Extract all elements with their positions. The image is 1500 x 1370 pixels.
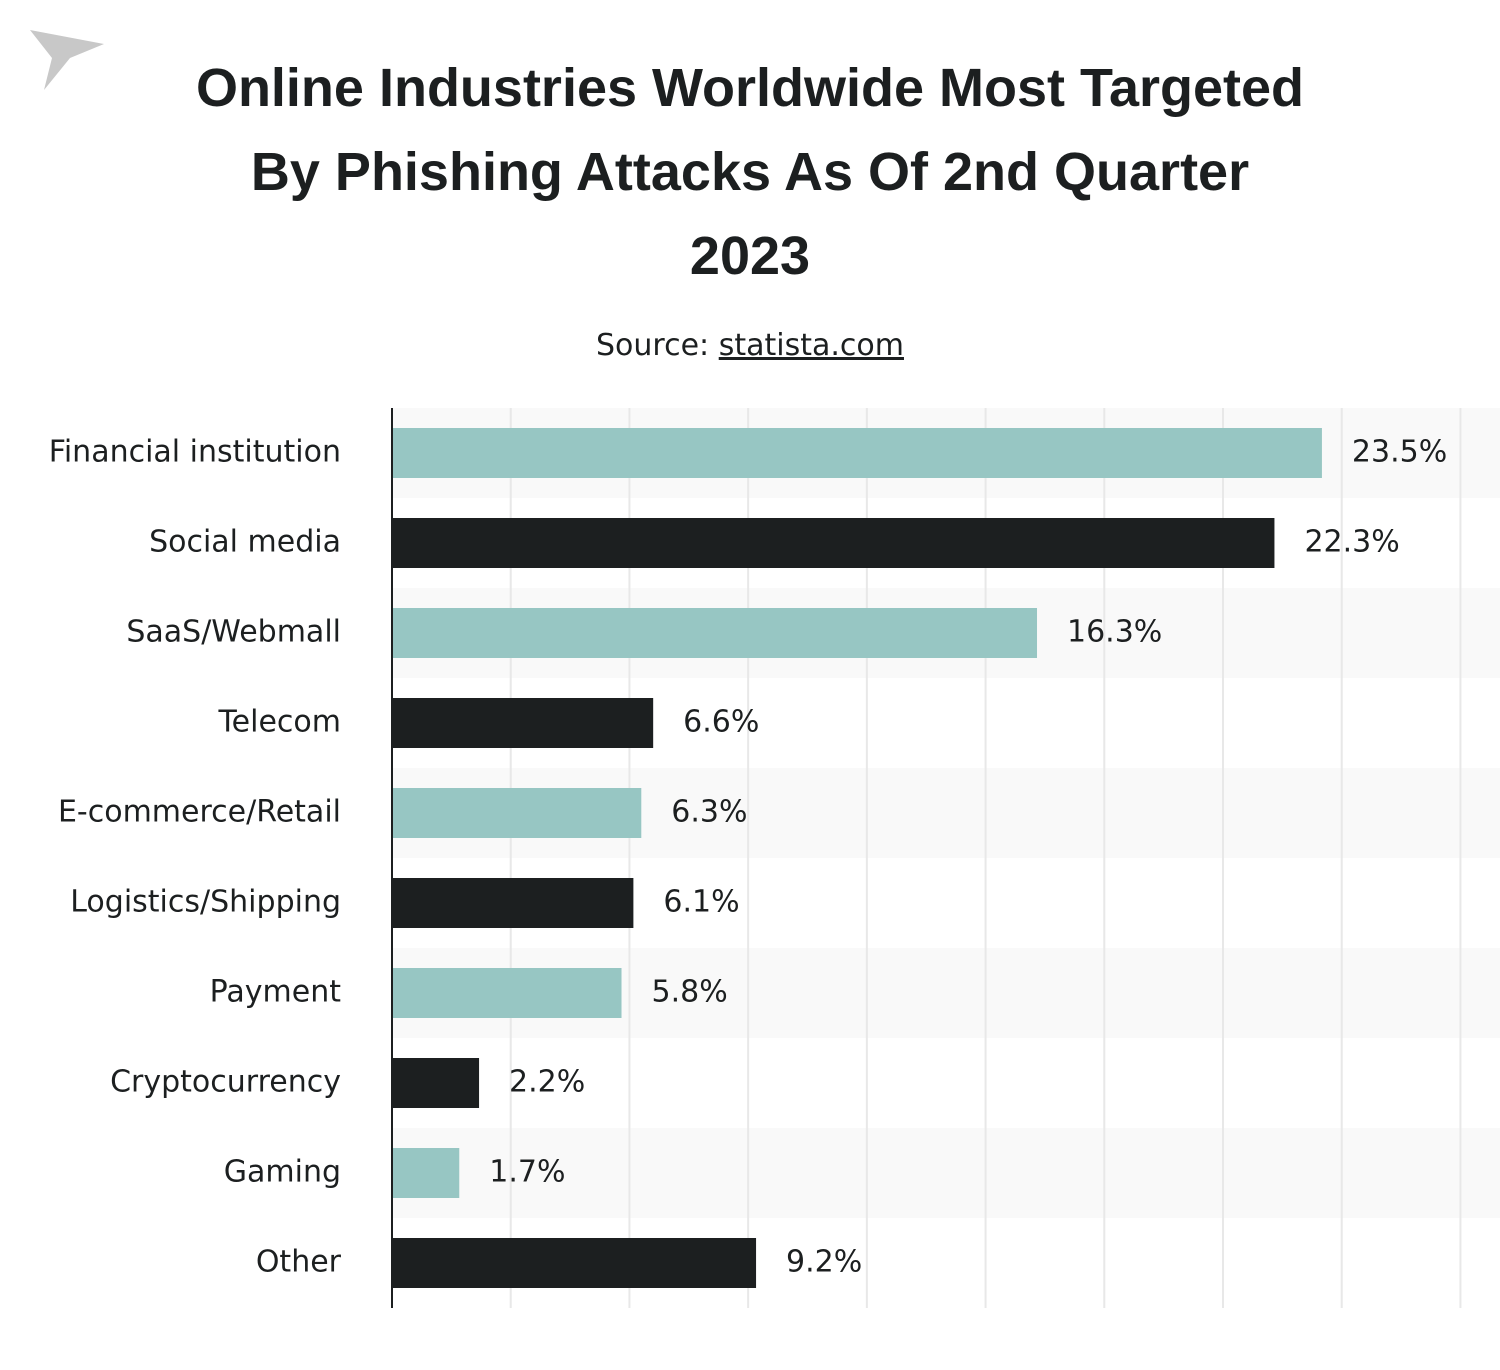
logo [30,30,104,90]
y-tick-label: Gaming [224,1155,341,1190]
y-tick-label: Logistics/Shipping [70,885,341,920]
bar [392,428,1322,478]
value-label: 5.8% [652,975,728,1010]
value-label: 6.3% [671,795,747,830]
value-label: 2.2% [509,1065,585,1100]
value-label: 22.3% [1304,525,1399,560]
bar [392,698,654,748]
bar [392,608,1038,658]
value-label: 16.3% [1067,615,1162,650]
value-label: 1.7% [489,1155,565,1190]
value-label: 23.5% [1352,435,1447,470]
value-label: 6.1% [663,885,739,920]
y-tick-label: SaaS/Webmall [126,615,341,650]
y-tick-label: Other [256,1245,342,1280]
row-band [392,1128,1500,1218]
bar [392,518,1275,568]
y-tick-label: Telecom [217,705,341,740]
value-label: 9.2% [786,1245,862,1280]
y-tick-label: E-commerce/Retail [58,795,341,830]
bar [392,1148,460,1198]
source: Source: statista.com [596,328,904,363]
bar [392,1058,480,1108]
bar [392,1238,757,1288]
y-tick-label: Financial institution [49,435,341,470]
bar [392,878,634,928]
y-tick-label: Cryptocurrency [110,1065,341,1100]
value-label: 6.6% [683,705,759,740]
y-tick-label: Social media [149,525,341,560]
chart-title: Online Industries Worldwide Most Targete… [196,58,1304,286]
bar [392,968,622,1018]
source-label: Source: [596,328,709,363]
source-link[interactable]: statista.com [719,328,904,363]
bar [392,788,642,838]
y-tick-label: Payment [210,975,342,1010]
